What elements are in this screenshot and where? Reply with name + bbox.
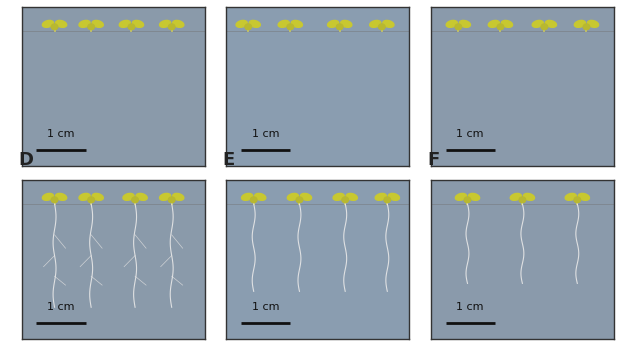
Ellipse shape bbox=[370, 20, 381, 27]
Text: 1 cm: 1 cm bbox=[47, 129, 75, 139]
Ellipse shape bbox=[574, 20, 586, 27]
Ellipse shape bbox=[468, 193, 479, 200]
Circle shape bbox=[378, 24, 385, 30]
Circle shape bbox=[384, 197, 391, 203]
Circle shape bbox=[455, 24, 462, 30]
Ellipse shape bbox=[300, 193, 312, 200]
Circle shape bbox=[336, 24, 343, 30]
Circle shape bbox=[497, 24, 503, 30]
Circle shape bbox=[245, 24, 252, 30]
Ellipse shape bbox=[383, 20, 394, 27]
Circle shape bbox=[541, 24, 548, 30]
Text: 1 cm: 1 cm bbox=[457, 129, 484, 139]
Text: 1 cm: 1 cm bbox=[457, 302, 484, 312]
Ellipse shape bbox=[446, 20, 457, 27]
Ellipse shape bbox=[502, 20, 513, 27]
Ellipse shape bbox=[56, 193, 67, 200]
Circle shape bbox=[342, 197, 349, 203]
Ellipse shape bbox=[565, 193, 576, 200]
Circle shape bbox=[88, 197, 94, 203]
Circle shape bbox=[574, 197, 581, 203]
Ellipse shape bbox=[43, 20, 54, 27]
Ellipse shape bbox=[133, 20, 144, 27]
Circle shape bbox=[128, 24, 135, 30]
Ellipse shape bbox=[173, 193, 184, 200]
Circle shape bbox=[251, 197, 257, 203]
Ellipse shape bbox=[79, 193, 90, 200]
Circle shape bbox=[296, 197, 303, 203]
Ellipse shape bbox=[123, 193, 134, 200]
Ellipse shape bbox=[545, 20, 557, 27]
Text: 1 cm: 1 cm bbox=[252, 129, 280, 139]
Text: 1 cm: 1 cm bbox=[47, 302, 75, 312]
Ellipse shape bbox=[375, 193, 386, 200]
Ellipse shape bbox=[587, 20, 598, 27]
Circle shape bbox=[168, 24, 175, 30]
Ellipse shape bbox=[160, 20, 171, 27]
Ellipse shape bbox=[241, 193, 253, 200]
Ellipse shape bbox=[333, 193, 344, 200]
Circle shape bbox=[464, 197, 471, 203]
Text: E: E bbox=[223, 151, 235, 169]
Ellipse shape bbox=[236, 20, 247, 27]
Ellipse shape bbox=[92, 20, 103, 27]
Circle shape bbox=[583, 24, 590, 30]
Ellipse shape bbox=[136, 193, 147, 200]
Ellipse shape bbox=[388, 193, 399, 200]
Circle shape bbox=[168, 197, 175, 203]
Ellipse shape bbox=[346, 193, 357, 200]
Ellipse shape bbox=[255, 193, 266, 200]
Ellipse shape bbox=[119, 20, 130, 27]
Text: F: F bbox=[427, 151, 439, 169]
Ellipse shape bbox=[510, 193, 521, 200]
Circle shape bbox=[132, 197, 138, 203]
Ellipse shape bbox=[341, 20, 352, 27]
Text: D: D bbox=[18, 151, 33, 169]
Ellipse shape bbox=[288, 193, 299, 200]
Ellipse shape bbox=[56, 20, 67, 27]
Ellipse shape bbox=[79, 20, 90, 27]
Ellipse shape bbox=[578, 193, 589, 200]
Circle shape bbox=[51, 197, 58, 203]
Circle shape bbox=[51, 24, 58, 30]
Ellipse shape bbox=[92, 193, 103, 200]
Ellipse shape bbox=[291, 20, 302, 27]
Ellipse shape bbox=[249, 20, 260, 27]
Ellipse shape bbox=[532, 20, 544, 27]
Circle shape bbox=[519, 197, 526, 203]
Ellipse shape bbox=[459, 20, 471, 27]
Circle shape bbox=[88, 24, 94, 30]
Circle shape bbox=[287, 24, 294, 30]
Ellipse shape bbox=[523, 193, 534, 200]
Ellipse shape bbox=[43, 193, 54, 200]
Ellipse shape bbox=[328, 20, 339, 27]
Ellipse shape bbox=[173, 20, 184, 27]
Ellipse shape bbox=[160, 193, 171, 200]
Ellipse shape bbox=[278, 20, 289, 27]
Ellipse shape bbox=[488, 20, 499, 27]
Text: 1 cm: 1 cm bbox=[252, 302, 280, 312]
Ellipse shape bbox=[455, 193, 466, 200]
